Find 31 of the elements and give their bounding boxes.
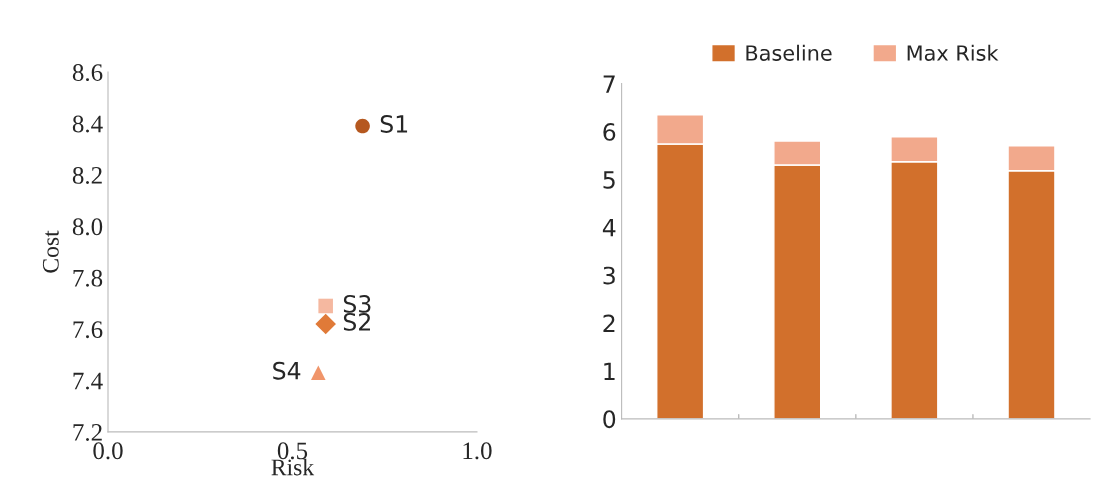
- x-tick-label: 0.0: [93, 442, 123, 460]
- y-tick-label: 8.6: [72, 64, 103, 82]
- series-label: S3: [343, 294, 371, 313]
- y-tick-label: 5: [603, 171, 615, 189]
- y-tick-label: 8.4: [72, 115, 103, 133]
- series-label: S1: [380, 115, 408, 133]
- point: [311, 365, 326, 381]
- y-tick-label: 1: [604, 362, 615, 380]
- y-tick-label: 0: [603, 410, 616, 429]
- x-tick-label: 0.5: [277, 442, 308, 460]
- y-tick-label: 8.0: [72, 218, 103, 236]
- x-tick-label: 1.0: [463, 442, 492, 460]
- y-tick-label: 7.8: [73, 269, 103, 287]
- y-tick-label: 7.2: [73, 424, 102, 441]
- y-tick-label: 8.2: [72, 166, 102, 184]
- x-axis-title: Risk: [271, 458, 315, 476]
- y-axis-title: Cost: [42, 230, 59, 273]
- legend-label: Baseline: [746, 44, 832, 61]
- point: [355, 118, 370, 134]
- y-tick-label: 7.4: [73, 372, 103, 390]
- legend-label: Max Risk: [907, 44, 999, 61]
- y-tick-label: 3: [603, 266, 615, 285]
- y-tick-label: 7.6: [73, 321, 103, 339]
- y-tick-label: 2: [603, 314, 615, 333]
- y-tick-label: 6: [603, 122, 616, 141]
- point: [315, 313, 336, 335]
- series-label: S2: [343, 312, 370, 331]
- point: [318, 298, 333, 314]
- y-tick-label: 4: [602, 219, 616, 237]
- series-label: S4: [273, 361, 301, 380]
- y-tick-label: 7: [603, 75, 615, 93]
